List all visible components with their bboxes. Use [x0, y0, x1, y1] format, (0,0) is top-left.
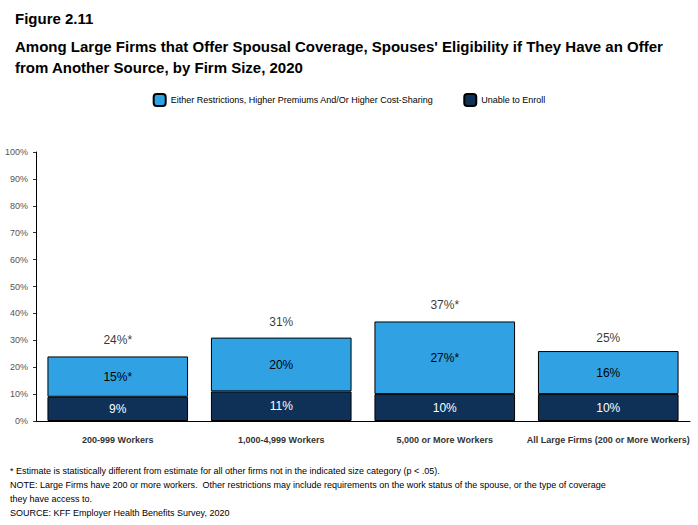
- svg-text:30%: 30%: [10, 335, 28, 345]
- svg-text:9%: 9%: [109, 402, 127, 416]
- svg-text:27%*: 27%*: [430, 351, 459, 365]
- svg-text:Either Restrictions, Higher Pr: Either Restrictions, Higher Premiums And…: [171, 95, 433, 105]
- svg-text:200-999 Workers: 200-999 Workers: [82, 435, 153, 445]
- svg-text:10%: 10%: [596, 401, 620, 415]
- svg-text:100%: 100%: [5, 147, 28, 157]
- svg-text:60%: 60%: [10, 255, 28, 265]
- svg-text:All Large Firms (200 or More W: All Large Firms (200 or More Workers): [527, 435, 690, 445]
- svg-text:from Another Source, by Firm S: from Another Source, by Firm Size, 2020: [15, 59, 303, 76]
- svg-text:10%: 10%: [10, 389, 28, 399]
- svg-text:1,000-4,999 Workers: 1,000-4,999 Workers: [238, 435, 324, 445]
- svg-text:15%*: 15%*: [103, 370, 132, 384]
- svg-text:90%: 90%: [10, 174, 28, 184]
- svg-text:* Estimate is statistically di: * Estimate is statistically different fr…: [10, 466, 440, 476]
- svg-text:5,000 or More Workers: 5,000 or More Workers: [397, 435, 493, 445]
- svg-text:70%: 70%: [10, 228, 28, 238]
- svg-text:31%: 31%: [269, 315, 293, 329]
- svg-text:16%: 16%: [596, 366, 620, 380]
- svg-text:11%: 11%: [270, 399, 293, 413]
- svg-text:10%: 10%: [433, 401, 457, 415]
- svg-text:0%: 0%: [15, 416, 28, 426]
- svg-text:Unable to Enroll: Unable to Enroll: [481, 95, 545, 105]
- svg-text:50%: 50%: [10, 282, 28, 292]
- svg-text:NOTE: Large Firms have 200 or: NOTE: Large Firms have 200 or more worke…: [10, 480, 606, 490]
- svg-text:they have access to.: they have access to.: [10, 494, 92, 504]
- svg-text:Among Large Firms that Offer S: Among Large Firms that Offer Spousal Cov…: [15, 38, 667, 55]
- svg-text:25%: 25%: [596, 331, 620, 345]
- svg-text:37%*: 37%*: [430, 298, 459, 312]
- svg-text:SOURCE: KFF Employer Health Be: SOURCE: KFF Employer Health Benefits Sur…: [10, 508, 229, 518]
- svg-text:20%: 20%: [269, 358, 293, 372]
- svg-text:40%: 40%: [10, 308, 28, 318]
- svg-text:Figure 2.11: Figure 2.11: [15, 10, 93, 27]
- svg-text:24%*: 24%*: [103, 333, 132, 347]
- svg-text:80%: 80%: [10, 201, 28, 211]
- svg-text:20%: 20%: [10, 362, 28, 372]
